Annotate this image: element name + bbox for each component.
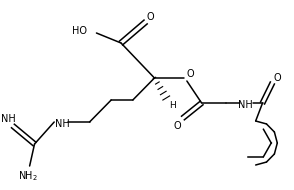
Text: H: H xyxy=(169,101,176,111)
Text: O: O xyxy=(173,121,181,131)
Text: NH$_2$: NH$_2$ xyxy=(18,169,38,183)
Text: NH: NH xyxy=(238,100,253,110)
Text: NH: NH xyxy=(1,114,15,124)
Text: HO: HO xyxy=(72,26,87,36)
Text: O: O xyxy=(273,73,281,83)
Text: O: O xyxy=(187,69,195,79)
Text: O: O xyxy=(147,12,154,22)
Text: NH: NH xyxy=(55,119,69,129)
